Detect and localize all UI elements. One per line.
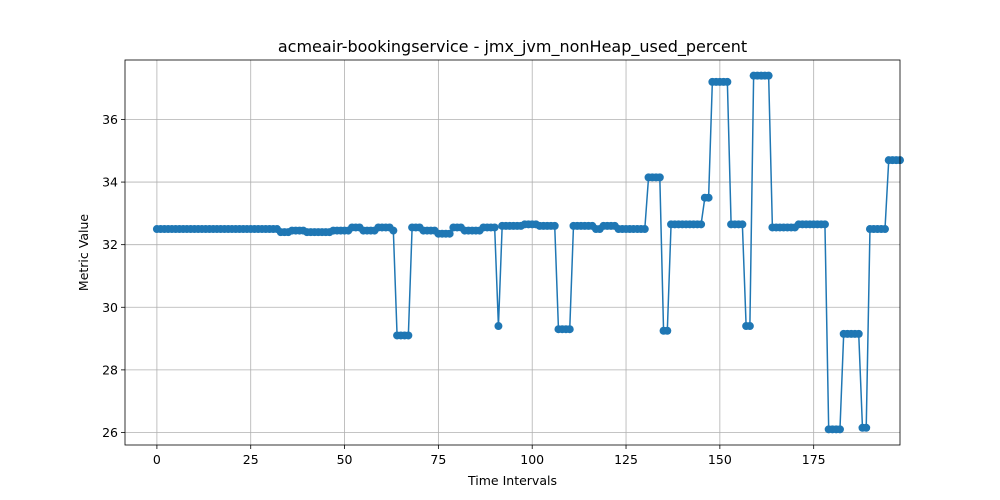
data-point [854,329,863,338]
data-point [565,325,574,334]
data-point [745,322,754,331]
x-tick-label: 0 [153,452,161,467]
x-tick-label: 50 [337,452,353,467]
y-axis-label: Metric Value [76,214,91,291]
data-point [820,220,829,229]
y-tick-label: 26 [102,425,118,440]
data-point [862,423,871,432]
data-point [764,71,773,80]
x-tick-label: 100 [520,452,544,467]
x-axis-label: Time Intervals [467,473,557,488]
series-layer [152,71,904,434]
series-line [156,74,900,431]
data-point [389,226,398,235]
data-point [704,193,713,202]
data-point [697,220,706,229]
x-tick-label: 75 [430,452,446,467]
x-tick-label: 175 [802,452,826,467]
data-point [880,225,889,234]
y-axis-ticks: 26 28 30 32 34 36 [102,112,125,440]
data-point [655,173,664,182]
y-tick-label: 30 [102,300,118,315]
x-tick-label: 25 [243,452,259,467]
data-point [663,326,672,335]
data-point [404,331,413,340]
x-tick-label: 150 [708,452,732,467]
data-point [835,425,844,434]
data-point [550,221,559,230]
chart-title: acmeair-bookingservice - jmx_jvm_nonHeap… [278,37,747,57]
data-point [445,229,454,238]
grid [125,60,900,445]
x-tick-label: 125 [614,452,638,467]
y-tick-label: 32 [102,237,118,252]
data-point [494,322,503,331]
data-point [490,223,499,232]
y-tick-label: 36 [102,112,118,127]
y-tick-label: 28 [102,362,118,377]
plot-area-frame [124,59,901,446]
x-axis-ticks: 0 25 50 75 100 125 150 175 [153,445,826,467]
data-point [738,220,747,229]
data-point [640,225,649,234]
y-tick-label: 34 [102,175,118,190]
data-point [723,77,732,86]
